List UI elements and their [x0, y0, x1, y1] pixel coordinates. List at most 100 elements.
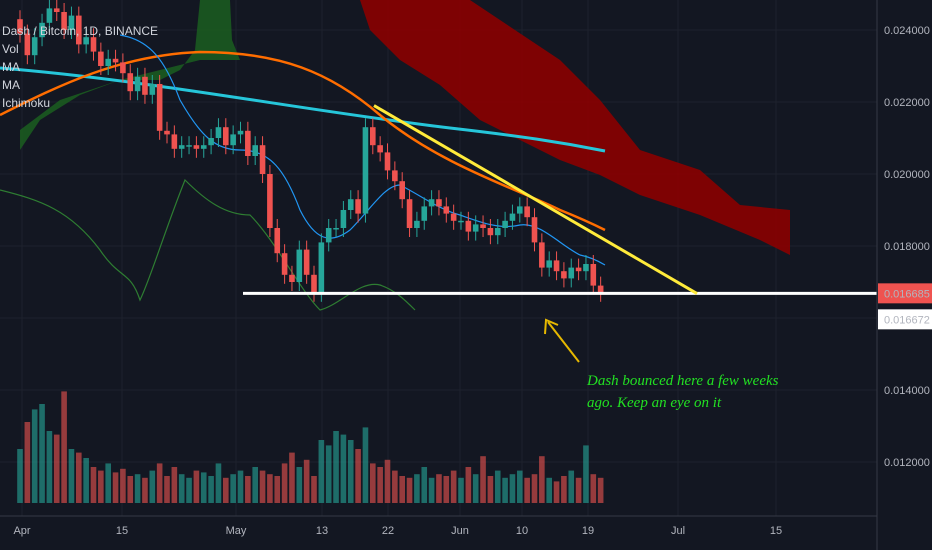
candle-body [105, 58, 111, 66]
volume-bar [583, 445, 589, 503]
candle-body [553, 260, 560, 272]
volume-bar [289, 452, 295, 503]
legend-ma-2[interactable]: MA [2, 78, 20, 92]
candle-body [384, 152, 391, 171]
candle-body [171, 134, 178, 149]
candle-body [311, 274, 317, 293]
volume-bar [53, 434, 60, 503]
time-axis[interactable]: Apr 15 May 13 22 Jun 10 19 Jul 15 [13, 525, 782, 537]
candle-body [68, 15, 75, 30]
candle-body [583, 264, 589, 272]
candle-body [502, 220, 508, 228]
last-price-box [878, 283, 932, 304]
tenkan-line [119, 34, 606, 266]
volume-bar [502, 477, 508, 503]
candle-body [355, 199, 361, 214]
candle-body [178, 145, 185, 149]
second-price-label: 0.016672 [884, 314, 930, 326]
candle-body [517, 206, 523, 214]
candle-body [421, 206, 428, 221]
volume-bar [377, 467, 383, 503]
time-tick-label: 15 [116, 525, 128, 537]
volume-bar [465, 467, 472, 503]
time-tick-label: 22 [382, 525, 394, 537]
volume-bar [267, 474, 273, 503]
volume-bar [120, 468, 126, 503]
price-axis[interactable]: 0.024000 0.022000 0.020000 0.018000 0.014000… [878, 25, 932, 469]
volume-bar [355, 449, 361, 503]
legend-ichimoku[interactable]: Ichimoku [2, 96, 51, 110]
candle-body [399, 181, 405, 200]
candle-body [524, 206, 530, 218]
volume-bar [318, 440, 325, 503]
candle-body [230, 134, 236, 146]
candle-body [392, 170, 398, 182]
price-tick-label: 0.024000 [884, 25, 930, 37]
candle-body [208, 138, 214, 146]
candle-body [245, 130, 251, 156]
volume-bar [546, 477, 552, 503]
candle-body [575, 267, 582, 272]
volume-bar [517, 470, 523, 503]
volume-bar [362, 427, 369, 503]
volume-bar [296, 467, 303, 503]
volume-bar [553, 481, 560, 503]
candle-body [568, 267, 575, 279]
volume-bar [436, 474, 442, 503]
volume-bar [303, 459, 310, 503]
candle-body [200, 145, 207, 149]
candle-body [61, 12, 67, 30]
candle-body [53, 8, 60, 12]
time-tick-label: Jul [671, 525, 685, 537]
volume-bar [171, 467, 178, 503]
volume-bar [186, 477, 192, 503]
volume-bar [333, 431, 339, 503]
volume-bar [370, 463, 376, 503]
volume-bar [340, 434, 347, 503]
candle-body [414, 220, 420, 228]
candle-body [156, 84, 163, 131]
volume-bar [450, 470, 457, 503]
volume-bar [142, 477, 148, 503]
volume-bar [98, 470, 104, 503]
chart-legend: Dash / Bitcoin, 1D, BINANCE Vol MA MA Ic… [2, 22, 158, 112]
volume-bar [414, 474, 420, 503]
volume-bar [105, 463, 111, 503]
candle-body [237, 130, 244, 135]
volume-bar [46, 431, 53, 503]
candle-body [149, 84, 156, 95]
candle-body [186, 145, 192, 147]
candle-body [90, 37, 97, 52]
volume-bar [472, 474, 479, 503]
candle-body [443, 206, 450, 214]
volume-bar [90, 467, 97, 503]
volume-bar [428, 477, 435, 503]
candle-body [112, 58, 119, 63]
volume-bar [487, 476, 494, 503]
volume-bar [568, 470, 575, 503]
volume-bar [193, 470, 200, 503]
candle-body [436, 199, 442, 207]
ichimoku-cloud [20, 0, 790, 255]
candle-body [377, 145, 383, 153]
candle-body [362, 127, 369, 214]
time-tick-label: 10 [516, 525, 528, 537]
legend-ma-1[interactable]: MA [2, 60, 20, 74]
volume-bar [83, 458, 89, 503]
volume-bar [561, 476, 567, 503]
candle-body [472, 224, 479, 232]
volume-bar [458, 477, 464, 503]
volume-bar [524, 477, 530, 503]
volume-bar [61, 391, 67, 503]
candle-body [120, 62, 126, 74]
volume-bar [311, 476, 317, 503]
candle-body [252, 145, 258, 156]
annotation-arrowhead [544, 318, 559, 335]
time-tick-label: May [226, 525, 247, 537]
candle-body [274, 228, 281, 254]
candle-body [590, 264, 597, 286]
candle-body [39, 22, 45, 38]
candle-body [46, 8, 53, 23]
legend-volume[interactable]: Vol [2, 42, 19, 56]
